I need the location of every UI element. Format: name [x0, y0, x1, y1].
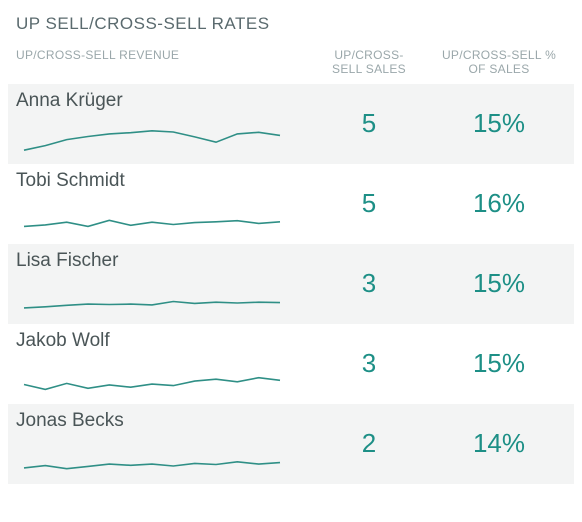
sparkline	[16, 274, 276, 316]
revenue-cell: Jakob Wolf	[8, 330, 314, 396]
rep-name: Anna Krüger	[16, 90, 306, 112]
col-header-sales: UP/CROSS-SELL SALES	[314, 44, 424, 84]
table-row: Jonas Becks 214%	[8, 404, 574, 484]
panel-title: UP SELL/CROSS-SELL RATES	[8, 8, 574, 44]
col-header-revenue: UP/CROSS-SELL REVENUE	[8, 44, 314, 70]
table-row: Lisa Fischer 315%	[8, 244, 574, 324]
rep-name: Jonas Becks	[16, 410, 306, 432]
revenue-cell: Anna Krüger	[8, 90, 314, 156]
revenue-cell: Jonas Becks	[8, 410, 314, 476]
table-header-row: UP/CROSS-SELL REVENUE UP/CROSS-SELL SALE…	[8, 44, 574, 84]
pct-metric: 15%	[424, 268, 574, 299]
sales-metric: 2	[314, 428, 424, 459]
pct-metric: 14%	[424, 428, 574, 459]
sales-metric: 3	[314, 348, 424, 379]
table-row: Jakob Wolf 315%	[8, 324, 574, 404]
sparkline	[16, 194, 276, 236]
pct-metric: 15%	[424, 348, 574, 379]
rep-name: Jakob Wolf	[16, 330, 306, 352]
rep-name: Lisa Fischer	[16, 250, 306, 272]
table-row: Anna Krüger 515%	[8, 84, 574, 164]
rep-name: Tobi Schmidt	[16, 170, 306, 192]
sparkline	[16, 114, 276, 156]
sparkline	[16, 354, 276, 396]
upsell-crosssell-panel: UP SELL/CROSS-SELL RATES UP/CROSS-SELL R…	[8, 8, 574, 484]
table-row: Tobi Schmidt 516%	[8, 164, 574, 244]
pct-metric: 16%	[424, 188, 574, 219]
revenue-cell: Tobi Schmidt	[8, 170, 314, 236]
sparkline	[16, 434, 276, 476]
revenue-cell: Lisa Fischer	[8, 250, 314, 316]
sales-metric: 5	[314, 188, 424, 219]
sales-metric: 5	[314, 108, 424, 139]
table-body: Anna Krüger515%Tobi Schmidt516%Lisa Fisc…	[8, 84, 574, 484]
col-header-pct: UP/CROSS-SELL % OF SALES	[424, 44, 574, 84]
sales-metric: 3	[314, 268, 424, 299]
pct-metric: 15%	[424, 108, 574, 139]
